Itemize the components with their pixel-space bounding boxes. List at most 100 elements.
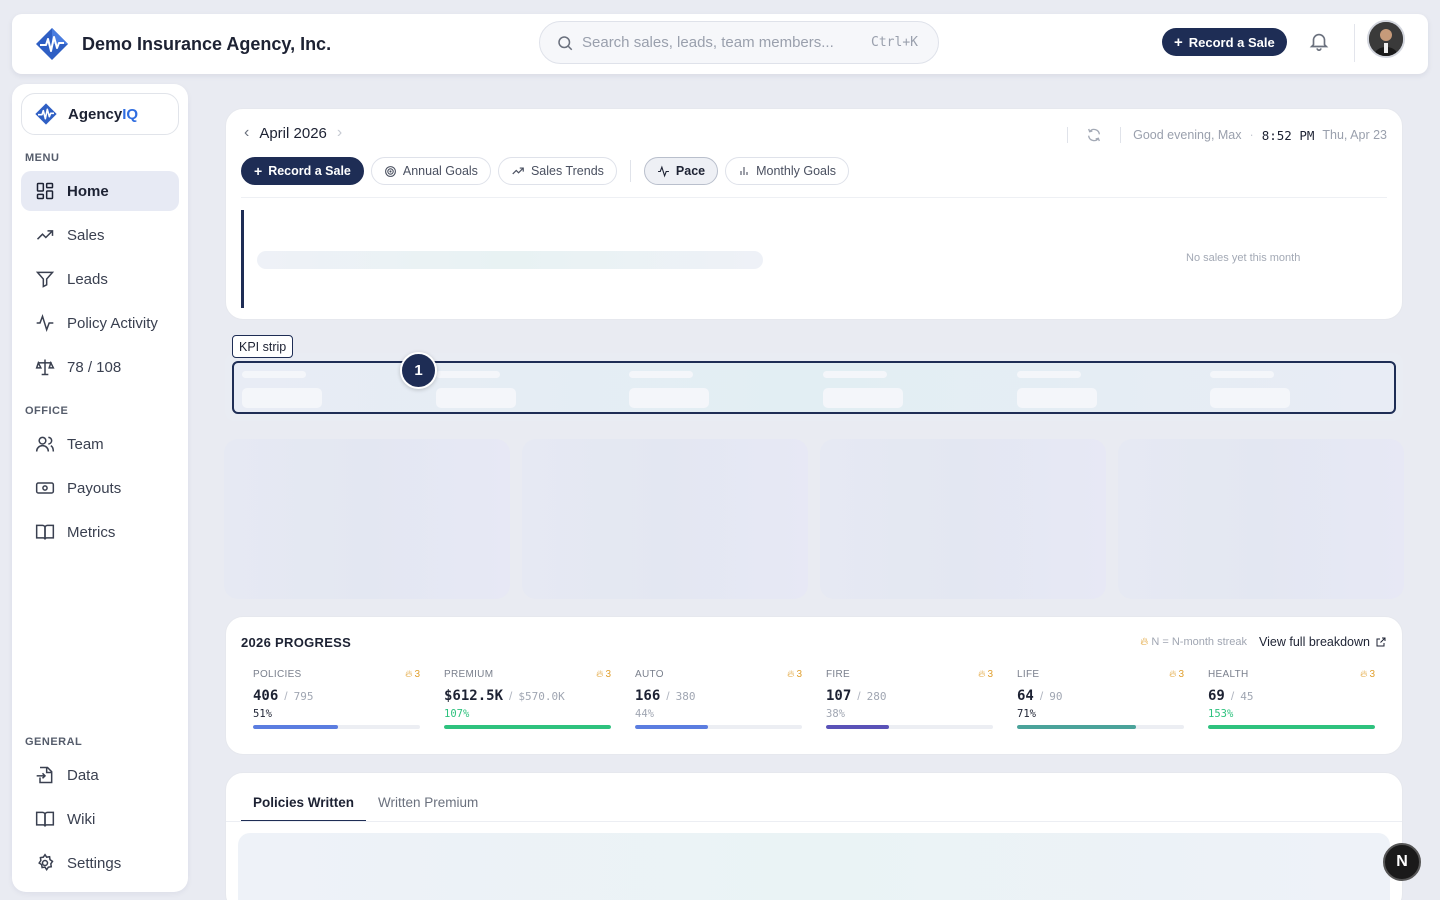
activity-icon — [657, 164, 669, 178]
progress-fill — [1208, 725, 1375, 729]
flame-icon: 🔥︎ — [787, 669, 795, 680]
header-divider — [1354, 24, 1355, 62]
sidebar-item-data[interactable]: Data — [21, 755, 179, 795]
search-icon — [558, 35, 573, 50]
flame-icon: 🔥︎ — [596, 669, 604, 680]
progress-item-policies[interactable]: POLICIES 🔥︎ 3 406/795 51% — [253, 669, 420, 729]
sidebar-item-team[interactable]: Team — [21, 424, 179, 464]
progress-current: 406 — [253, 688, 279, 704]
user-avatar[interactable] — [1367, 20, 1405, 58]
menu-heading: MENU — [25, 152, 60, 164]
current-month: April 2026 — [259, 124, 327, 142]
policies-chart-card: Policies Written Written Premium — [225, 772, 1403, 900]
sidebar-item-leads[interactable]: Leads — [21, 259, 179, 299]
sidebar-item-label: Wiki — [67, 810, 96, 828]
sidebar-item-payouts[interactable]: Payouts — [21, 468, 179, 508]
progress-item-auto[interactable]: AUTO 🔥︎ 3 166/380 44% — [635, 669, 802, 729]
progress-fill — [826, 725, 890, 729]
streak-badge: 🔥︎ 3 — [787, 669, 802, 680]
sidebar-item-label: Leads — [67, 270, 108, 288]
loading-tile — [820, 439, 1106, 599]
pace-chip[interactable]: Pace — [643, 157, 719, 185]
tab-policies-written[interactable]: Policies Written — [241, 791, 367, 822]
chevron-left-icon[interactable]: ‹ — [244, 124, 250, 141]
bell-icon[interactable] — [1308, 30, 1330, 52]
sidebar-item-policy-activity[interactable]: Policy Activity — [21, 303, 179, 343]
sidebar-item-settings[interactable]: Settings — [21, 843, 179, 883]
quick-actions: + Record a Sale Annual Goals Sales Trend… — [241, 157, 850, 185]
plus-icon: + — [1174, 33, 1183, 51]
progress-track — [444, 725, 611, 729]
top-header: Demo Insurance Agency, Inc. Ctrl+K + Rec… — [12, 14, 1428, 74]
progress-target: 280 — [866, 690, 887, 703]
funnel-icon — [35, 271, 55, 288]
progress-fill — [1017, 725, 1136, 729]
sidebar-item-label: Team — [67, 435, 104, 453]
progress-percent: 153% — [1208, 708, 1234, 720]
agencyiq-logo-icon — [35, 103, 57, 125]
current-date: Thu, Apr 23 — [1322, 128, 1387, 142]
progress-percent: 38% — [826, 708, 845, 720]
sidebar-item-label: Policy Activity — [67, 314, 158, 332]
chart-tabs: Policies Written Written Premium — [241, 791, 490, 822]
search-shortcut: Ctrl+K — [871, 35, 918, 50]
sidebar-brand[interactable]: AgencyIQ — [21, 93, 179, 135]
progress-current: 64 — [1017, 688, 1034, 704]
view-breakdown-link[interactable]: View full breakdown — [1259, 635, 1387, 649]
progress-item-fire[interactable]: FIRE 🔥︎ 3 107/280 38% — [826, 669, 993, 729]
sidebar-item-scale[interactable]: 78 / 108 — [21, 347, 179, 387]
progress-track — [1017, 725, 1184, 729]
general-heading: GENERAL — [25, 736, 83, 748]
sales-trends-chip[interactable]: Sales Trends — [497, 157, 617, 185]
divider — [241, 197, 1387, 198]
book-icon — [35, 811, 55, 827]
kpi-skeleton — [629, 371, 709, 408]
banknote-icon — [35, 482, 55, 494]
progress-legend: 🔥︎ N = N-month streak View full breakdow… — [1140, 635, 1387, 649]
greeting-text: Good evening, Max — [1133, 128, 1242, 142]
streak-badge: 🔥︎ 3 — [405, 669, 420, 680]
users-icon — [35, 436, 55, 452]
sidebar-item-home[interactable]: Home — [21, 171, 179, 211]
chart-loading-skeleton — [238, 833, 1390, 900]
kpi-strip[interactable] — [232, 361, 1396, 414]
sidebar-item-label: Payouts — [67, 479, 122, 497]
global-search[interactable]: Ctrl+K — [539, 21, 939, 64]
company-brand[interactable]: Demo Insurance Agency, Inc. — [34, 26, 331, 62]
sidebar-item-metrics[interactable]: Metrics — [21, 512, 179, 552]
trending-up-icon — [512, 167, 524, 175]
book-open-icon — [35, 524, 55, 540]
record-sale-button[interactable]: + Record a Sale — [1162, 28, 1287, 56]
loading-tile — [224, 439, 510, 599]
flame-icon: 🔥︎ — [405, 669, 413, 680]
sidebar-item-sales[interactable]: Sales — [21, 215, 179, 255]
month-accent-bar — [241, 210, 244, 308]
kpi-strip-tag: KPI strip — [232, 335, 294, 358]
sidebar-brand-name: AgencyIQ — [68, 105, 139, 123]
progress-current: $612.5K — [444, 688, 504, 704]
annual-goals-chip[interactable]: Annual Goals — [370, 157, 491, 185]
tab-written-premium[interactable]: Written Premium — [378, 795, 479, 810]
refresh-icon[interactable] — [1086, 127, 1102, 143]
monthly-goals-chip[interactable]: Monthly Goals — [725, 157, 850, 185]
progress-title: 2026 PROGRESS — [241, 635, 352, 650]
progress-item-premium[interactable]: PREMIUM 🔥︎ 3 $612.5K / $570.0K 107% — [444, 669, 611, 729]
dev-tools-badge[interactable]: N — [1383, 843, 1421, 881]
progress-item-health[interactable]: HEALTH 🔥︎ 3 69/45 153% — [1208, 669, 1375, 729]
sidebar-item-label: 78 / 108 — [67, 358, 122, 376]
file-import-icon — [36, 766, 53, 784]
progress-target: 795 — [293, 690, 314, 703]
record-sale-chip[interactable]: + Record a Sale — [241, 157, 364, 185]
tab-divider — [226, 821, 1402, 822]
greeting-bar: Good evening, Max · 8:52 PM Thu, Apr 23 — [1067, 127, 1387, 143]
progress-item-life[interactable]: LIFE 🔥︎ 3 64/90 71% — [1017, 669, 1184, 729]
streak-badge: 🔥︎ 3 — [1169, 669, 1184, 680]
progress-current: 69 — [1208, 688, 1225, 704]
chevron-right-icon[interactable]: › — [336, 124, 343, 141]
kpi-skeleton — [436, 371, 516, 408]
progress-label: AUTO — [635, 669, 664, 680]
search-input[interactable] — [582, 34, 872, 51]
scale-icon — [35, 359, 55, 376]
progress-current: 107 — [826, 688, 852, 704]
sidebar-item-wiki[interactable]: Wiki — [21, 799, 179, 839]
